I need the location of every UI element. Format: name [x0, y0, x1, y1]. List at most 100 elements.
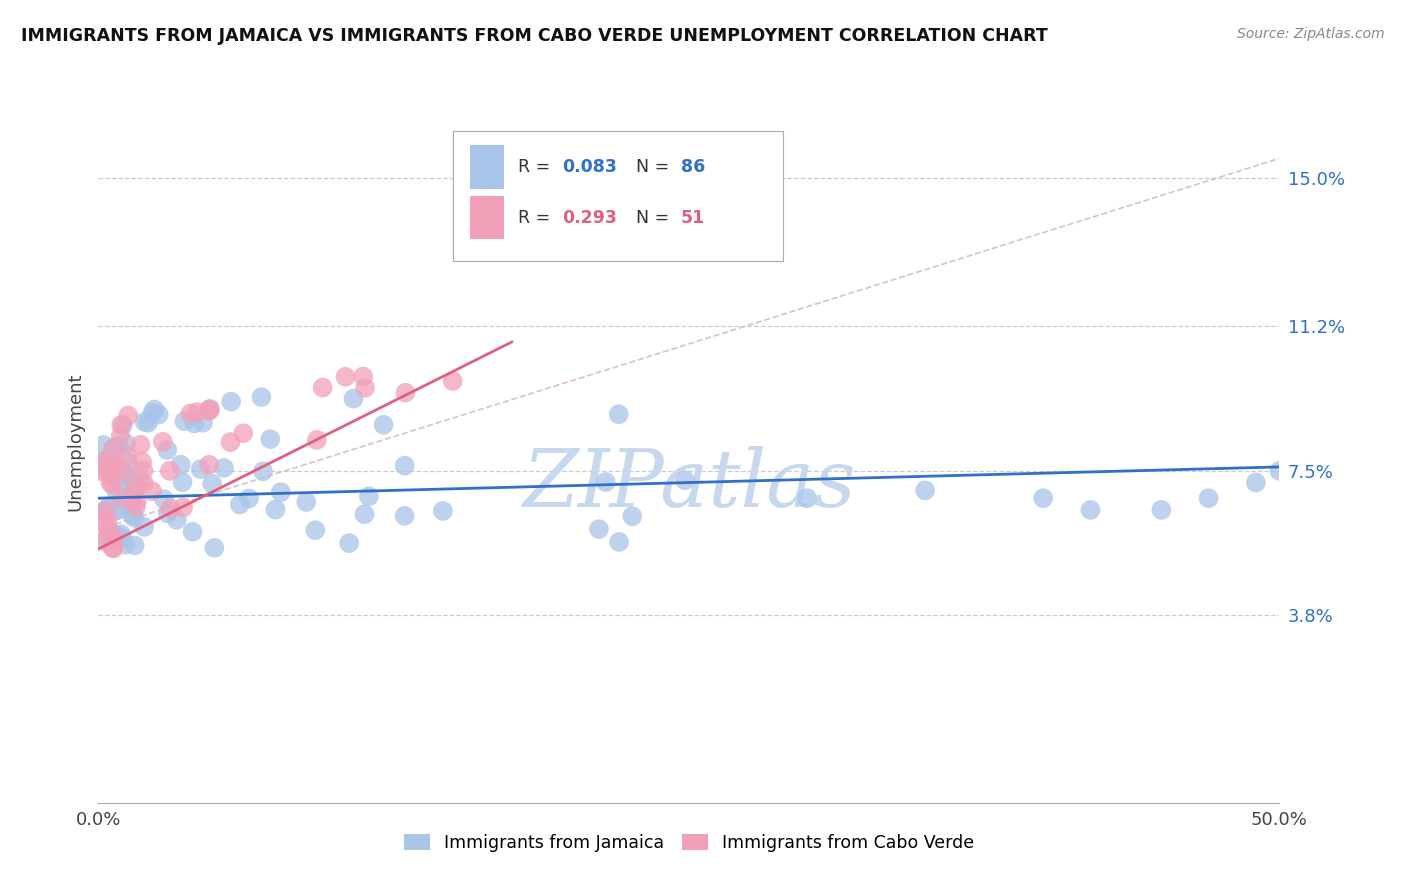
Point [117, 409, 139, 423]
Point [232, 426, 254, 441]
Point [100, 469, 122, 483]
Point [104, 528, 127, 542]
Text: 86: 86 [681, 158, 704, 176]
Point [94, 534, 117, 549]
Point [100, 457, 122, 471]
Point [252, 464, 274, 478]
Point [104, 458, 127, 473]
Text: R =: R = [517, 158, 555, 176]
Text: 51: 51 [681, 209, 704, 227]
Point [129, 438, 152, 452]
Point [125, 493, 148, 508]
Point [183, 417, 205, 431]
Point [101, 541, 124, 555]
Point [1198, 491, 1220, 505]
Text: ZIPatlas: ZIPatlas [522, 446, 856, 524]
Point [432, 504, 454, 518]
Point [595, 475, 617, 489]
Point [152, 434, 174, 449]
Point [305, 433, 328, 447]
Point [198, 458, 221, 472]
Point [93, 465, 115, 479]
Point [101, 467, 124, 482]
Point [103, 441, 125, 455]
Point [172, 475, 194, 490]
Point [796, 491, 818, 505]
Point [607, 407, 630, 421]
Point [172, 500, 194, 515]
Point [121, 508, 143, 522]
Point [212, 461, 235, 475]
Point [108, 502, 131, 516]
Point [118, 470, 141, 484]
Point [191, 416, 214, 430]
Point [114, 465, 136, 479]
Point [337, 536, 360, 550]
Point [186, 405, 208, 419]
Point [173, 414, 195, 428]
Text: N =: N = [636, 209, 675, 227]
Point [94, 503, 117, 517]
Point [93, 438, 115, 452]
Point [101, 442, 124, 457]
Point [132, 463, 155, 477]
Point [181, 524, 204, 539]
Text: Source: ZipAtlas.com: Source: ZipAtlas.com [1237, 27, 1385, 41]
Point [111, 491, 134, 506]
Point [373, 417, 395, 432]
Point [250, 390, 273, 404]
Point [94, 504, 117, 518]
Point [104, 504, 127, 518]
Point [143, 402, 166, 417]
Point [97, 500, 120, 514]
Point [122, 486, 145, 500]
Y-axis label: Unemployment: Unemployment [66, 372, 84, 511]
Point [202, 541, 225, 555]
Point [354, 381, 377, 395]
Point [342, 392, 364, 406]
Point [198, 401, 221, 416]
FancyBboxPatch shape [471, 145, 503, 189]
Point [100, 475, 122, 490]
Text: N =: N = [636, 158, 675, 176]
Point [352, 369, 374, 384]
Point [120, 499, 142, 513]
Text: IMMIGRANTS FROM JAMAICA VS IMMIGRANTS FROM CABO VERDE UNEMPLOYMENT CORRELATION C: IMMIGRANTS FROM JAMAICA VS IMMIGRANTS FR… [21, 27, 1047, 45]
Text: 0.293: 0.293 [562, 209, 617, 227]
Point [124, 510, 146, 524]
Point [134, 415, 156, 429]
Point [100, 466, 122, 480]
Point [100, 466, 122, 480]
Point [96, 458, 118, 473]
Point [94, 452, 117, 467]
Point [394, 508, 416, 523]
Point [270, 485, 292, 500]
Point [394, 458, 416, 473]
Point [198, 402, 221, 417]
Point [335, 369, 357, 384]
Point [1032, 491, 1054, 505]
Point [312, 380, 335, 394]
Point [111, 417, 134, 432]
Point [124, 479, 146, 493]
Point [1268, 464, 1291, 478]
Text: R =: R = [517, 209, 555, 227]
Point [148, 408, 170, 422]
Point [357, 489, 380, 503]
Point [128, 472, 150, 486]
Point [93, 516, 115, 530]
Point [111, 465, 134, 479]
Point [97, 514, 120, 528]
Point [229, 498, 252, 512]
Point [134, 520, 156, 534]
Point [103, 541, 125, 556]
FancyBboxPatch shape [471, 196, 503, 239]
Point [142, 406, 165, 420]
Point [156, 506, 179, 520]
Point [353, 508, 375, 522]
Point [588, 522, 610, 536]
Point [97, 523, 120, 537]
Point [219, 394, 242, 409]
Point [295, 495, 318, 509]
Point [153, 492, 176, 507]
